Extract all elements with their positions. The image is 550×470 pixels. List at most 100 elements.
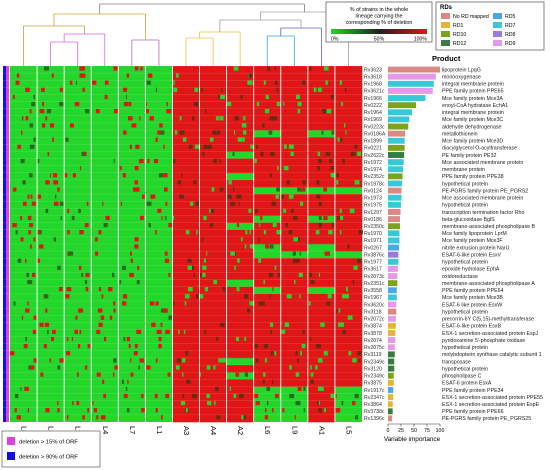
heatmap-speckle	[216, 336, 219, 342]
product-label: monooxygenase	[442, 74, 481, 80]
product-label: PPE family protein PPE38	[442, 174, 504, 180]
gene-id-label: Rv1978c	[364, 181, 385, 187]
heatmap-speckle	[165, 393, 170, 399]
heatmap-cell	[199, 194, 227, 202]
heatmap-speckle	[272, 379, 274, 384]
deletion-90-marker	[3, 108, 6, 116]
heatmap-speckle	[134, 165, 139, 171]
heatmap-speckle	[173, 80, 175, 85]
deletion-90-marker	[3, 94, 6, 102]
heatmap-speckle	[179, 130, 185, 135]
heatmap-cell	[172, 236, 200, 245]
heatmap-speckle	[159, 123, 163, 128]
heatmap-speckle	[165, 215, 167, 221]
column-label: A3	[182, 426, 191, 435]
deletion-90-marker	[3, 244, 6, 252]
heatmap-speckle	[155, 230, 157, 235]
heatmap-speckle	[241, 415, 244, 420]
heatmap-cell	[334, 179, 363, 188]
heatmap-speckle	[336, 308, 338, 313]
deletion-90-marker	[3, 286, 6, 294]
heatmap-cell	[280, 115, 309, 124]
heatmap-cell	[334, 258, 363, 266]
heatmap-speckle	[57, 187, 60, 192]
heatmap-speckle	[258, 258, 262, 263]
heatmap-speckle	[201, 237, 204, 242]
heatmap-speckle	[309, 301, 311, 306]
importance-bar	[388, 273, 398, 279]
heatmap-speckle	[135, 187, 140, 192]
product-label: Mce associated membrane protein	[442, 196, 523, 202]
deletion-15-marker	[6, 300, 9, 309]
heatmap-speckle	[180, 400, 186, 406]
heatmap-cell	[226, 87, 254, 95]
heatmap-speckle	[215, 116, 219, 121]
heatmap-speckle	[25, 308, 30, 313]
deletion-legend: deletion > 15% of ORF deletion > 90% of …	[1, 430, 101, 468]
heatmap-speckle	[329, 158, 333, 164]
deletion-15-marker	[6, 293, 9, 301]
heatmap-speckle	[181, 358, 186, 363]
heatmap-speckle	[213, 365, 216, 370]
heatmap-speckle	[27, 194, 30, 199]
heatmap-cell	[253, 258, 282, 266]
importance-bar	[388, 159, 404, 166]
heatmap-speckle	[265, 94, 269, 100]
heatmap-cell	[307, 300, 336, 309]
heatmap-cell	[172, 66, 200, 74]
heatmap-speckle	[267, 66, 271, 71]
deletion-15-marker	[6, 137, 9, 145]
heatmap-speckle	[15, 230, 18, 235]
axis-tick-label: 50	[411, 428, 417, 434]
heatmap-speckle	[166, 109, 172, 114]
heatmap-speckle	[318, 386, 321, 391]
deletion-15-marker	[6, 308, 9, 316]
heatmap-speckle	[191, 393, 197, 399]
heatmap-speckle	[216, 415, 221, 420]
heatmap-speckle	[285, 222, 288, 228]
heatmap-speckle	[357, 151, 362, 157]
heatmap-cell	[280, 379, 309, 387]
heatmap-speckle	[130, 258, 133, 263]
heatmap-cell	[199, 115, 227, 124]
heatmap-speckle	[123, 393, 128, 399]
heatmap-speckle	[24, 386, 29, 391]
heatmap-speckle	[237, 258, 240, 263]
heatmap-cell	[172, 265, 200, 273]
heatmap-speckle	[237, 137, 243, 142]
heatmap-speckle	[95, 251, 99, 256]
heatmap-speckle	[213, 158, 217, 164]
heatmap-speckle	[323, 187, 328, 192]
heatmap-speckle	[66, 415, 69, 420]
heatmap-speckle	[100, 415, 106, 420]
heatmap-speckle	[299, 251, 301, 256]
heatmap-cell	[172, 208, 200, 216]
deletion-90-marker	[3, 236, 6, 244]
heatmap-cell	[280, 244, 309, 252]
heatmap-speckle	[17, 258, 22, 263]
column-label: L9	[290, 426, 299, 434]
heatmap-speckle	[318, 87, 322, 92]
heatmap-cell	[280, 158, 309, 166]
heatmap-speckle	[21, 116, 24, 121]
heatmap-cell	[199, 258, 227, 266]
heatmap-speckle	[168, 315, 173, 320]
heatmap-speckle	[37, 158, 40, 164]
heatmap-speckle	[288, 194, 294, 199]
deletion-90-marker	[3, 179, 6, 188]
heatmap-cell	[226, 286, 254, 295]
heatmap-cell	[334, 365, 363, 373]
heatmap-speckle	[220, 94, 225, 100]
gene-id-label: Rv3120	[364, 366, 382, 372]
heatmap-cell	[226, 66, 254, 74]
product-label: PPE family protein PPE34	[442, 388, 504, 394]
heatmap-speckle	[206, 365, 211, 370]
heatmap-speckle	[341, 400, 344, 406]
heatmap-cell	[334, 215, 363, 223]
heatmap-speckle	[87, 343, 91, 349]
product-label: ESX-1 secretion-associated protein EspE	[442, 402, 540, 408]
heatmap-speckle	[67, 208, 70, 213]
heatmap-cell	[253, 137, 282, 145]
heatmap-speckle	[30, 244, 32, 249]
